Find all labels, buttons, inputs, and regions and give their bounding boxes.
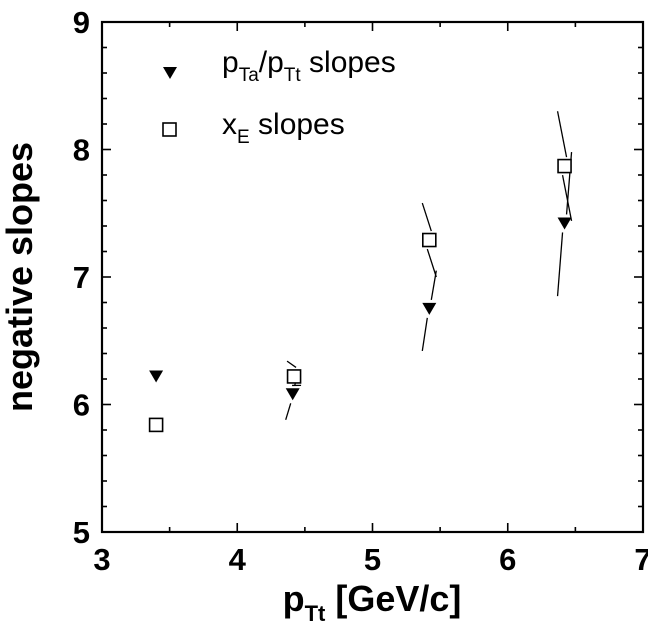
error-band-lower (285, 403, 292, 420)
point-xe-slope (557, 158, 572, 174)
error-band-upper (556, 111, 568, 158)
x-tick-label: 6 (499, 542, 516, 577)
error-band-lower (421, 317, 428, 352)
point-pta-ptt-slope (557, 217, 572, 230)
legend-pta-p: p (222, 46, 239, 79)
point-pta-ptt-slope (285, 388, 300, 401)
error-band-lower (426, 248, 437, 278)
error-band-upper (286, 360, 297, 368)
legend-marker-pta-ptt (163, 67, 177, 79)
y-tick-label: 5 (73, 515, 90, 550)
point-pta-ptt-slope (149, 370, 164, 383)
legend-xe-x: x (222, 108, 237, 141)
legend: pTa/pTt slopes xE slopes (162, 46, 396, 148)
x-tick-label: 4 (229, 542, 247, 577)
legend-slopes-1: slopes (301, 46, 396, 79)
legend-label-xe: xE slopes (222, 108, 345, 148)
y-axis-title: negative slopes (0, 142, 40, 412)
legend-slopes-2: slopes (250, 108, 345, 141)
data-marks (148, 111, 573, 433)
axis-ticks (101, 21, 644, 533)
error-band-lower (556, 232, 564, 297)
error-band-upper (421, 202, 432, 232)
x-tick-label: 3 (93, 542, 110, 577)
legend-marker-xe (162, 122, 177, 137)
error-band-lower (561, 174, 573, 222)
y-tick-label: 9 (73, 5, 90, 40)
x-axis-title-subscript: Tt (305, 601, 326, 623)
x-axis-title-unit: [GeV/c] (325, 578, 461, 619)
legend-label-pta-ptt: pTa/pTt slopes (222, 46, 396, 86)
point-xe-slope (286, 369, 302, 384)
axis-tick-labels: 3 4 5 6 7 5 6 7 8 9 (73, 5, 648, 577)
legend-ptt-p: /p (259, 46, 284, 79)
point-xe-slope (148, 417, 164, 433)
y-tick-label: 7 (73, 260, 90, 295)
y-tick-label: 6 (73, 388, 90, 423)
point-pta-ptt-slope (422, 302, 437, 315)
x-axis-title-main: p (283, 578, 305, 619)
legend-pta-sub: Ta (239, 65, 260, 86)
legend-ptt-sub: Tt (284, 65, 302, 86)
y-tick-label: 8 (73, 133, 90, 168)
plot-frame (100, 20, 645, 534)
x-tick-label: 5 (364, 542, 381, 577)
x-axis-title: pTt [GeV/c] (283, 578, 462, 623)
legend-xe-sub: E (237, 127, 250, 148)
x-tick-label: 7 (634, 542, 648, 577)
point-xe-slope (422, 232, 437, 248)
